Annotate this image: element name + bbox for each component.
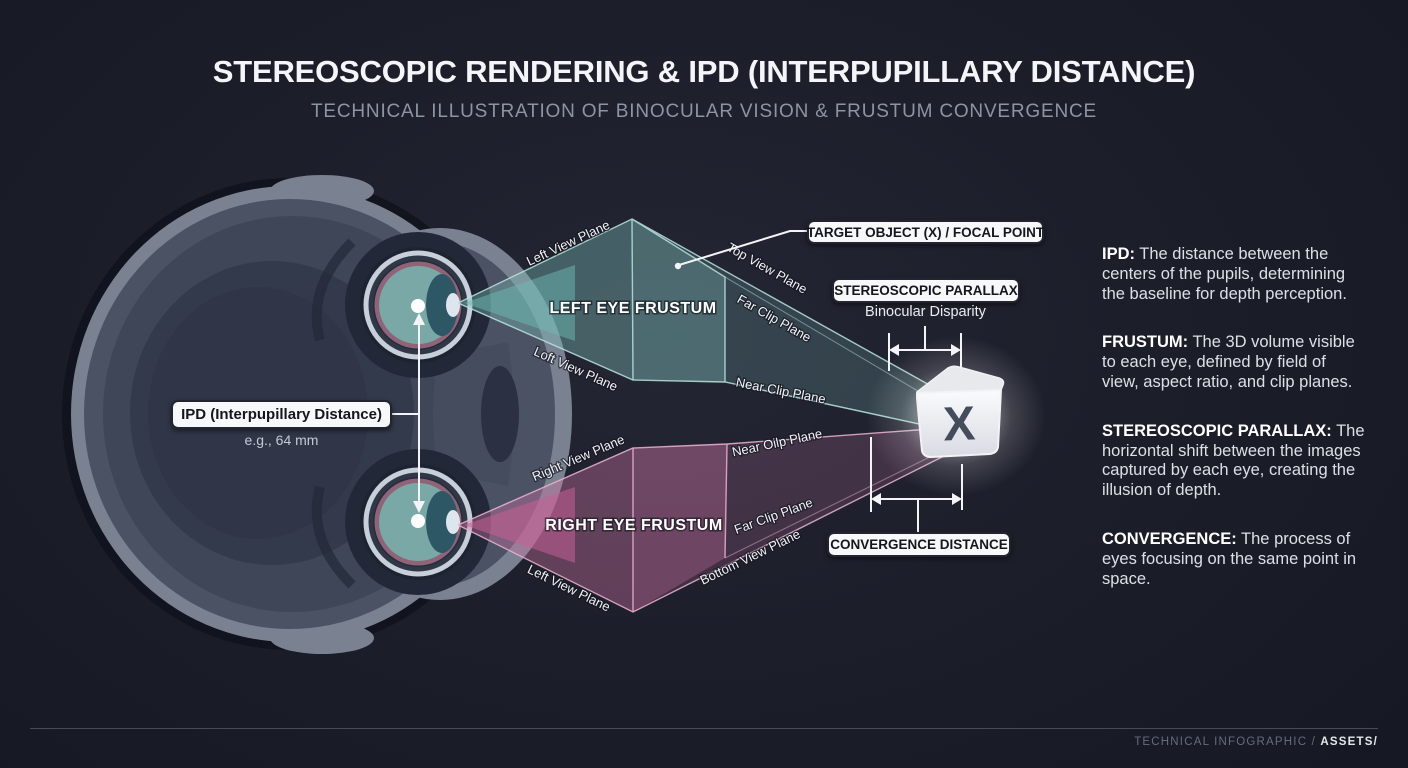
target-callout-line — [678, 230, 807, 266]
definition-text: The process of eyes focusing on the same… — [1102, 529, 1357, 588]
convergence-distance-pill: CONVERGENCE DISTANCE — [827, 532, 1011, 557]
definition-term: FRUSTUM: — [1102, 333, 1189, 352]
target-callout — [674, 230, 807, 270]
target-cube: X — [866, 336, 1046, 496]
ipd-arrowhead-up — [413, 313, 425, 325]
ipd-arrowhead-down — [413, 501, 425, 513]
convergence-arrowhead-left — [871, 493, 881, 505]
cornea — [446, 510, 460, 534]
right-frustum-silhouette — [458, 428, 952, 612]
ipd-example-value: e.g., 64 mm — [244, 432, 319, 448]
brow-contour-bottom — [311, 485, 356, 589]
page-subtitle: TECHNICAL ILLUSTRATION OF BINOCULAR VISI… — [311, 101, 1097, 122]
definition-term: STEREOSCOPIC PARALLAX: — [1102, 421, 1332, 440]
right-frustum-apex — [464, 487, 575, 563]
cube-top-face — [916, 365, 1005, 394]
left-eye — [360, 247, 476, 363]
target-callout-dot — [674, 262, 682, 270]
footer-credit: TECHNICAL INFOGRAPHIC / ASSETS/ — [1134, 736, 1378, 748]
target-object-pill: TARGET OBJECT (X) / FOCAL POINT — [807, 220, 1044, 244]
convergence-arrowhead-right — [952, 493, 962, 505]
left-frustum-face — [632, 219, 725, 382]
brow-contour-top — [311, 238, 356, 342]
definition-term: CONVERGENCE: — [1102, 529, 1237, 548]
left-frustum-title: LEFT EYE FRUSTUM — [549, 300, 716, 317]
pupil-center-dot — [411, 299, 425, 313]
footer-label: TECHNICAL INFOGRAPHIC / — [1134, 736, 1321, 748]
definition-text: The 3D volume visible to each eye, defin… — [1102, 333, 1355, 391]
header: STEREOSCOPIC RENDERING & IPD (INTERPUPIL… — [0, 54, 1408, 123]
binocular-disparity-label: Binocular Disparity — [865, 304, 986, 320]
sinus-cavity — [481, 366, 519, 462]
pupil-center-dot — [411, 514, 425, 528]
footer-emphasis: ASSETS/ — [1320, 736, 1378, 748]
page-title: STEREOSCOPIC RENDERING & IPD (INTERPUPIL… — [212, 54, 1196, 89]
right-frustum-edges — [457, 427, 953, 613]
left-frustum-silhouette — [458, 219, 958, 429]
right-eye-frustum: Right View Plane Near Oilp Plane Far Cli… — [457, 424, 953, 616]
left-frustum-edges — [457, 218, 959, 429]
ipd-label-pill: IPD (Interpupillary Distance) — [171, 400, 392, 429]
lens — [426, 274, 458, 336]
cube-front-face — [916, 389, 1002, 458]
right-frustum-face — [633, 444, 727, 612]
definition-text: The horizontal shift between the images … — [1102, 421, 1365, 500]
definition-term: IPD: — [1102, 245, 1135, 263]
footer-divider — [30, 728, 1378, 729]
definition-ipd: IPD: The distance between the centers of… — [1102, 245, 1366, 304]
stereoscopic-parallax-pill: STEREOSCOPIC PARALLAX — [832, 278, 1020, 303]
parallax-arrowhead-left — [889, 344, 899, 356]
definitions-panel: IPD: The distance between the centers of… — [1102, 245, 1366, 618]
definition-text: The distance between the centers of the … — [1102, 245, 1347, 303]
right-frustum-title: RIGHT EYE FRUSTUM — [545, 517, 722, 534]
definition-frustum: FRUSTUM: The 3D volume visible to each e… — [1102, 333, 1366, 392]
lens — [426, 491, 458, 553]
definition-parallax: STEREOSCOPIC PARALLAX: The horizontal sh… — [1102, 422, 1366, 501]
cube-letter: X — [942, 397, 976, 451]
definition-convergence: CONVERGENCE: The process of eyes focusin… — [1102, 530, 1366, 589]
ipd-measure — [392, 313, 425, 513]
cornea — [446, 293, 460, 317]
left-frustum-apex — [464, 265, 575, 341]
